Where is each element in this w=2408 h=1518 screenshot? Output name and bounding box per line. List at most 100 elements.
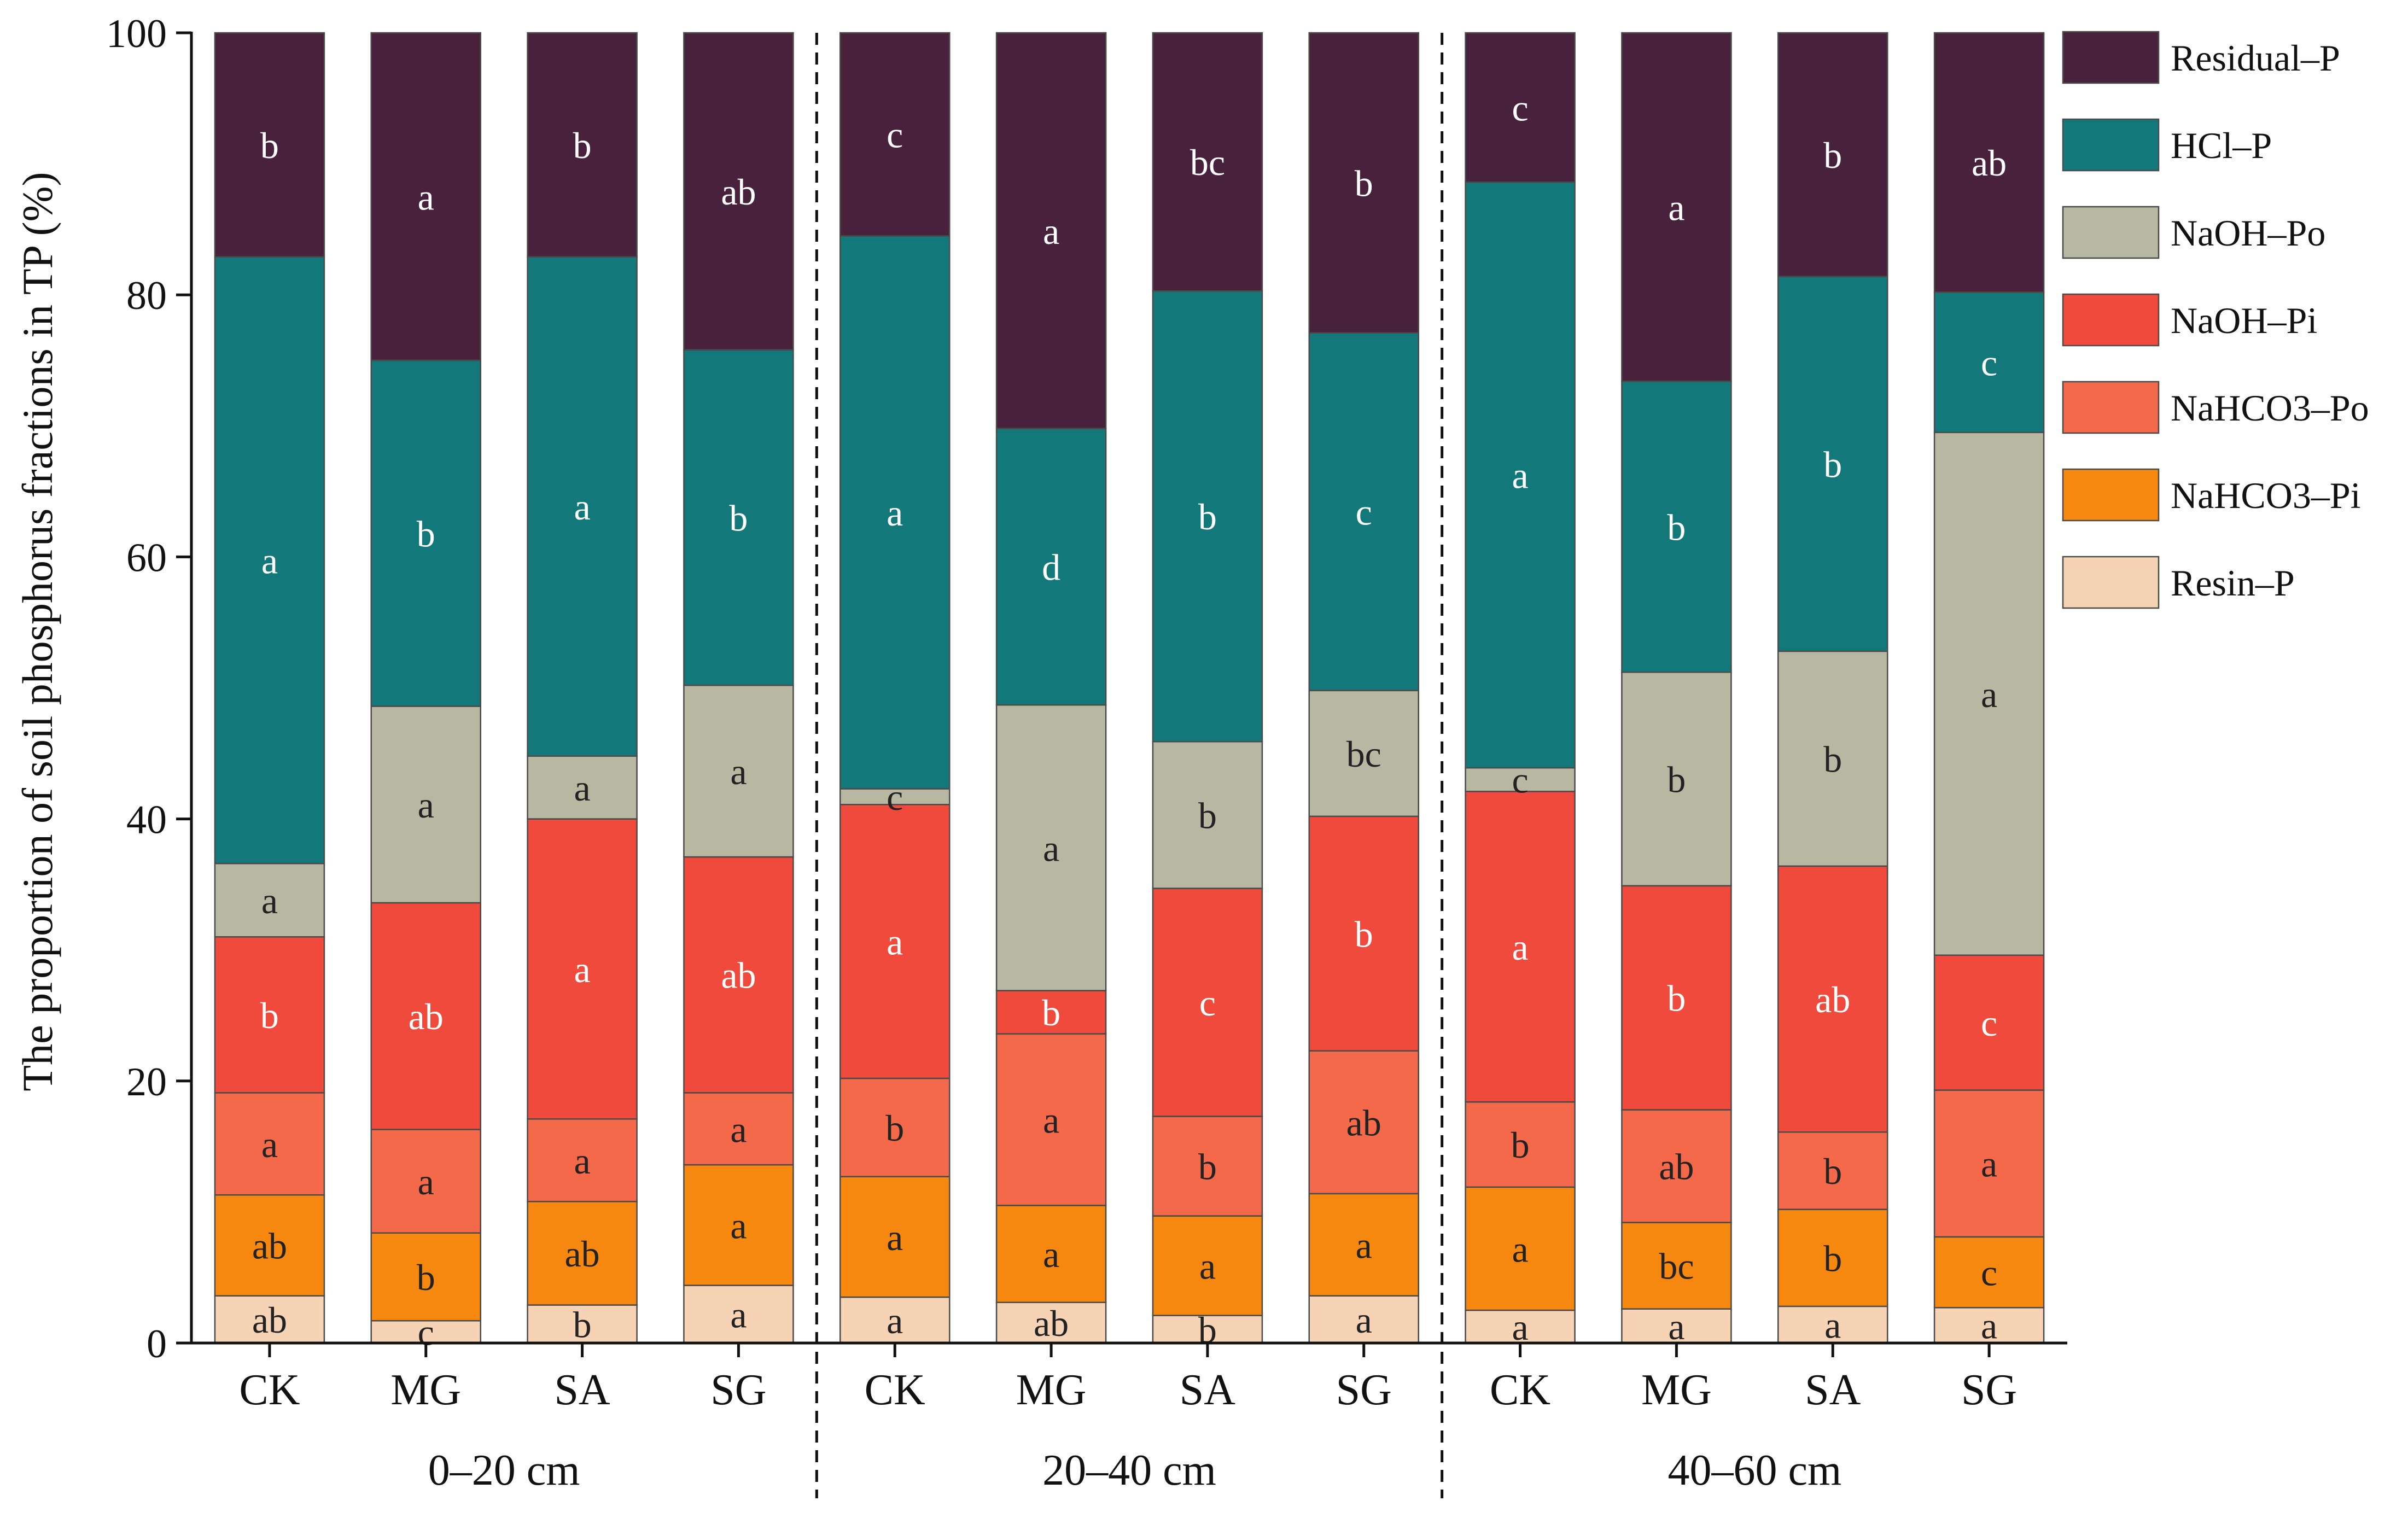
bar-segment (1152, 1215, 1263, 1316)
bar-segment (1621, 1109, 1732, 1223)
bar-segment (370, 1232, 481, 1322)
bar-segment (527, 1200, 638, 1306)
bar-segment (370, 359, 481, 707)
significance-letter: a (1356, 1224, 1372, 1266)
significance-letter: c (1199, 982, 1216, 1024)
significance-letter: a (1356, 1299, 1372, 1341)
significance-letter: a (1043, 827, 1059, 869)
significance-letter: b (1355, 913, 1373, 955)
tick-labels-layer: 0 20 40 60 80 100 CK MG SA SG CK MG SA SG CK MG SA SG 0–20… (106, 11, 2017, 1494)
group-label: 40–60 cm (1667, 1446, 1841, 1494)
significance-letter: b (1823, 1151, 1842, 1192)
significance-letter: a (1043, 1099, 1059, 1141)
significance-letter: b (1667, 759, 1686, 801)
y-axis-label: The proportion of soil phosphorus fracti… (14, 172, 61, 1091)
bar-segment (1465, 1101, 1576, 1188)
bar-segment (527, 818, 638, 1120)
x-tick-label: CK (865, 1366, 925, 1414)
significance-letter: c (1981, 342, 1997, 384)
significance-letter: a (730, 1108, 747, 1150)
significance-letter: b (417, 1257, 435, 1298)
legend-swatch (2062, 468, 2160, 522)
x-tick-label: MG (1641, 1366, 1712, 1414)
bar-segment (1308, 1050, 1419, 1195)
bar-segment (1465, 32, 1576, 183)
significance-letter: ab (1815, 979, 1850, 1020)
significance-letter: a (418, 1161, 434, 1202)
bar-segment (995, 32, 1107, 429)
significance-letter: b (1198, 1146, 1217, 1188)
y-tick-label: 100 (106, 11, 167, 56)
x-tick-label: SG (710, 1366, 766, 1414)
significance-letter: b (573, 1304, 592, 1345)
y-tick-label: 80 (126, 273, 167, 318)
bar-segment (1152, 740, 1263, 889)
significance-letter: b (885, 1107, 904, 1149)
bar-segment (370, 1129, 481, 1234)
significance-letter: a (887, 921, 903, 963)
significance-letter: a (1824, 1304, 1841, 1346)
significance-letter: a (1981, 674, 1997, 715)
significance-letter: b (729, 498, 748, 539)
bar-segment (683, 856, 794, 1094)
x-tick-label: SG (1961, 1366, 2017, 1414)
significance-letter: b (1823, 1237, 1842, 1279)
significance-letter: a (887, 492, 903, 534)
bar-segment (1777, 276, 1888, 652)
x-tick-label: CK (239, 1366, 300, 1414)
significance-letter: b (1667, 978, 1686, 1019)
bar-segment (1152, 1116, 1263, 1217)
legend-label: Resin–P (2171, 562, 2295, 604)
axes-layer (176, 31, 2067, 1357)
significance-letter: a (261, 880, 278, 921)
bar-segment (1621, 381, 1732, 673)
bar-segment (683, 1164, 794, 1286)
significance-letter: a (1043, 1234, 1059, 1275)
legend-swatch (2062, 556, 2160, 609)
significance-letter: b (1667, 506, 1686, 548)
bar-segment (1933, 1236, 2045, 1309)
bar-segment (370, 705, 481, 904)
bar-segment (370, 1320, 481, 1344)
significance-letter: a (887, 1300, 903, 1341)
significance-letter: b (573, 125, 592, 166)
bar-segment (683, 349, 794, 686)
legend-label: Residual–P (2171, 37, 2340, 79)
significance-letter: c (887, 114, 903, 156)
bar-segment (1621, 32, 1732, 382)
significance-letter: b (1198, 795, 1217, 836)
bar-segment (527, 32, 638, 258)
y-tick-label: 0 (147, 1322, 167, 1367)
significance-letters-layer: abababaabcbaababababaaaabaaaabababaabaca… (252, 87, 2007, 1353)
y-tick-label: 20 (126, 1060, 167, 1105)
bar-segment (683, 1092, 794, 1166)
bar-segment (995, 704, 1107, 991)
bar-segment (839, 235, 951, 790)
x-tick-label: SA (1180, 1366, 1235, 1414)
significance-letter: a (261, 1124, 278, 1165)
legend-label: HCl–P (2171, 125, 2272, 166)
group-label: 0–20 cm (428, 1446, 580, 1494)
legend-label: NaHCO3–Pi (2171, 475, 2361, 516)
legend-swatch (2062, 381, 2160, 434)
significance-letter: a (1512, 926, 1528, 968)
significance-letter: ab (564, 1233, 599, 1275)
bar-segment (1465, 791, 1576, 1103)
bar-segment (214, 256, 325, 865)
legend-swatch (2062, 31, 2160, 84)
legend: Residual–P HCl–P NaOH–Po NaOH–Pi NaHCO3–Po Na… (2062, 31, 2369, 609)
bar-segment (839, 803, 951, 1079)
bar-segment (214, 936, 325, 1094)
significance-letter: bc (1190, 142, 1225, 183)
bar-segment (839, 1176, 951, 1298)
y-tick-label: 60 (126, 535, 167, 580)
bar-segment (214, 1194, 325, 1297)
bar-segment (1933, 32, 2045, 293)
significance-letter: a (574, 486, 590, 528)
significance-letter: b (1823, 135, 1842, 176)
bar-segment (1152, 888, 1263, 1117)
significance-letter: ab (252, 1225, 287, 1266)
significance-letter: ab (1034, 1303, 1069, 1344)
y-tick-label: 40 (126, 798, 167, 843)
